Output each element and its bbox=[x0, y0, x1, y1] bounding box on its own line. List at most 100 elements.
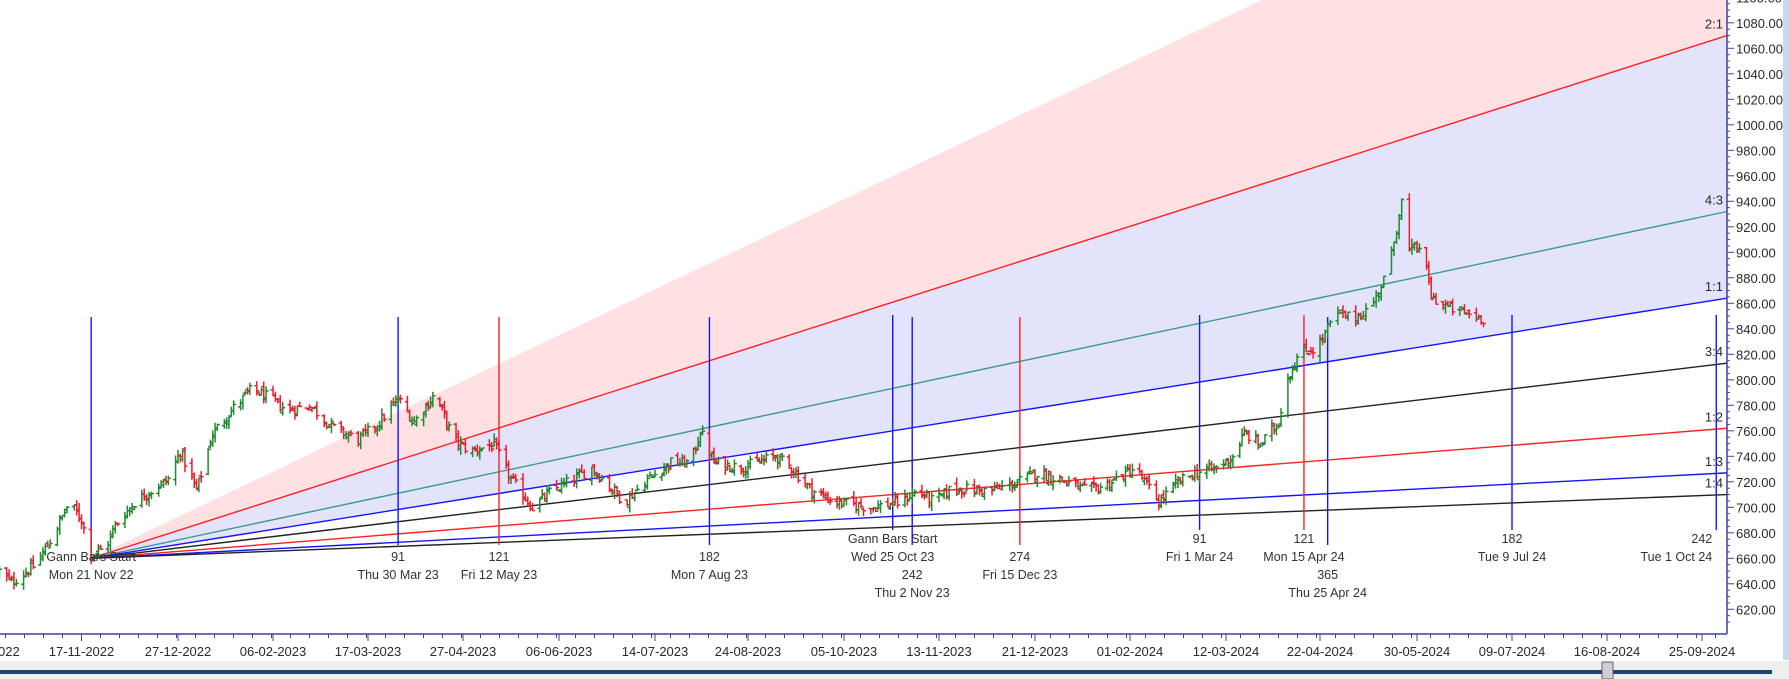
ohlc-bar bbox=[1024, 472, 1030, 483]
ohlc-bar bbox=[30, 555, 36, 570]
ohlc-bar bbox=[1017, 472, 1023, 482]
gann-fan-lines: 2:1 4:3 1:1 3:4 1:2 1:3 1:4 bbox=[90, 17, 1728, 559]
gann-line-4-3[interactable] bbox=[91, 210, 1728, 559]
ohlc-bar bbox=[936, 487, 942, 503]
ohlc-bar bbox=[1450, 298, 1456, 316]
price-axis[interactable]: 620.00 640.00 660.00 680.00 700.00 720.00 740.… bbox=[1726, 0, 1789, 660]
time-marker-date: Mon 21 Nov 22 bbox=[49, 568, 134, 582]
price-tick-label: 1040.00 bbox=[1736, 67, 1783, 82]
ohlc-bar bbox=[297, 401, 303, 408]
price-tick-label: 920.00 bbox=[1736, 220, 1776, 235]
time-marker-count: 182 bbox=[699, 550, 720, 564]
gann-line-1-3[interactable] bbox=[91, 472, 1728, 559]
ohlc-bar bbox=[226, 415, 232, 430]
ohlc-bar bbox=[684, 459, 690, 468]
ohlc-bar bbox=[1180, 472, 1186, 487]
horizontal-scrollbar[interactable] bbox=[0, 661, 1789, 679]
time-marker-date: Mon 7 Aug 23 bbox=[671, 568, 748, 582]
date-axis[interactable]: 022 17-11-2022 27-12-2022 06-02-2023 17-03-2… bbox=[0, 633, 1735, 659]
ohlc-bar bbox=[1345, 311, 1351, 321]
date-tick-label: 17-11-2022 bbox=[49, 644, 115, 659]
ohlc-bar bbox=[314, 401, 320, 420]
ohlc-bar bbox=[47, 539, 53, 549]
gann-line-2-1[interactable] bbox=[90, 34, 1728, 559]
ohlc-bar bbox=[860, 507, 866, 517]
ohlc-bar bbox=[331, 422, 337, 427]
price-tick-label: 740.00 bbox=[1736, 449, 1776, 464]
gann-line-label: 1:4 bbox=[1705, 476, 1723, 491]
ohlc-bar bbox=[1278, 408, 1284, 427]
ohlc-bar bbox=[1109, 480, 1115, 492]
ohlc-bar bbox=[632, 491, 638, 502]
ohlc-bar bbox=[1416, 243, 1422, 253]
date-tick-label: 16-08-2024 bbox=[1574, 644, 1641, 659]
date-tick-label: 24-08-2023 bbox=[715, 644, 782, 659]
ohlc-bar bbox=[280, 401, 286, 416]
gann-line-1-1[interactable] bbox=[91, 297, 1728, 559]
date-tick-label: 27-04-2023 bbox=[430, 644, 497, 659]
time-marker-count: 121 bbox=[1294, 532, 1315, 546]
ohlc-bar bbox=[731, 459, 737, 476]
ohlc-bar bbox=[634, 484, 640, 492]
ohlc-bar bbox=[779, 452, 785, 462]
ohlc-bar bbox=[599, 474, 605, 482]
ohlc-bar bbox=[205, 448, 211, 476]
time-marker-date: Mon 15 Apr 24 bbox=[1263, 550, 1344, 564]
ohlc-bar bbox=[961, 491, 967, 498]
ohlc-bar bbox=[530, 502, 536, 512]
price-tick-label: 1020.00 bbox=[1736, 92, 1783, 107]
ohlc-bar bbox=[1306, 353, 1312, 356]
ohlc-bar bbox=[1213, 465, 1219, 474]
price-tick-label: 900.00 bbox=[1736, 245, 1776, 260]
ohlc-bar bbox=[946, 485, 952, 501]
ohlc-bar bbox=[895, 493, 901, 509]
time-marker-date: Wed 25 Oct 23 bbox=[851, 550, 934, 564]
time-marker-count: 274 bbox=[1009, 550, 1030, 564]
ohlc-bar bbox=[64, 505, 70, 514]
ohlc-bar bbox=[1163, 486, 1169, 505]
ohlc-bar bbox=[263, 386, 269, 404]
ohlc-bar bbox=[489, 442, 495, 453]
ohlc-bar bbox=[1082, 478, 1088, 486]
ohlc-bar bbox=[182, 446, 188, 473]
gann-line-label: 4:3 bbox=[1705, 193, 1723, 208]
time-marker-date: Tue 1 Oct 24 bbox=[1640, 550, 1712, 564]
ohlc-bar bbox=[644, 474, 650, 490]
ohlc-bar bbox=[581, 469, 587, 480]
time-marker-count: 91 bbox=[1193, 532, 1207, 546]
price-tick-label: 840.00 bbox=[1736, 322, 1776, 337]
ohlc-bar bbox=[811, 489, 817, 504]
ohlc-bar bbox=[42, 543, 48, 556]
ohlc-bar bbox=[878, 500, 884, 514]
price-tick-label: 1100.00 bbox=[1736, 0, 1782, 5]
date-tick-label: 13-11-2023 bbox=[906, 644, 972, 659]
ohlc-bar bbox=[240, 394, 246, 410]
ohlc-bar bbox=[1303, 338, 1309, 353]
ohlc-bar bbox=[786, 454, 792, 469]
ohlc-bar bbox=[446, 421, 452, 432]
ohlc-bar bbox=[348, 430, 354, 437]
ohlc-bar bbox=[1428, 276, 1434, 301]
gann-line-label: 1:3 bbox=[1705, 454, 1723, 469]
date-tick-label: 06-06-2023 bbox=[526, 644, 593, 659]
ohlc-bar bbox=[1246, 430, 1252, 444]
ohlc-bar bbox=[624, 499, 630, 507]
ohlc-bar bbox=[1129, 463, 1135, 479]
ohlc-bar bbox=[1113, 470, 1119, 482]
ohlc-bar bbox=[165, 475, 171, 486]
price-tick-label: 780.00 bbox=[1736, 398, 1776, 413]
time-marker-date: Fri 15 Dec 23 bbox=[982, 568, 1057, 582]
time-marker-date: Tue 9 Jul 24 bbox=[1478, 550, 1546, 564]
gann-line-1-4[interactable] bbox=[91, 493, 1728, 559]
price-tick-label: 1080.00 bbox=[1736, 16, 1783, 31]
ohlc-bar bbox=[763, 451, 769, 463]
ohlc-bar bbox=[13, 578, 19, 587]
ohlc-bar bbox=[247, 382, 253, 395]
ohlc-bar bbox=[795, 466, 801, 484]
price-tick-label: 720.00 bbox=[1736, 475, 1776, 490]
time-marker-count: Gann Bars Start bbox=[46, 550, 136, 564]
scrollbar-thumb[interactable] bbox=[1601, 661, 1614, 679]
gann-line-3-4[interactable] bbox=[91, 362, 1728, 559]
